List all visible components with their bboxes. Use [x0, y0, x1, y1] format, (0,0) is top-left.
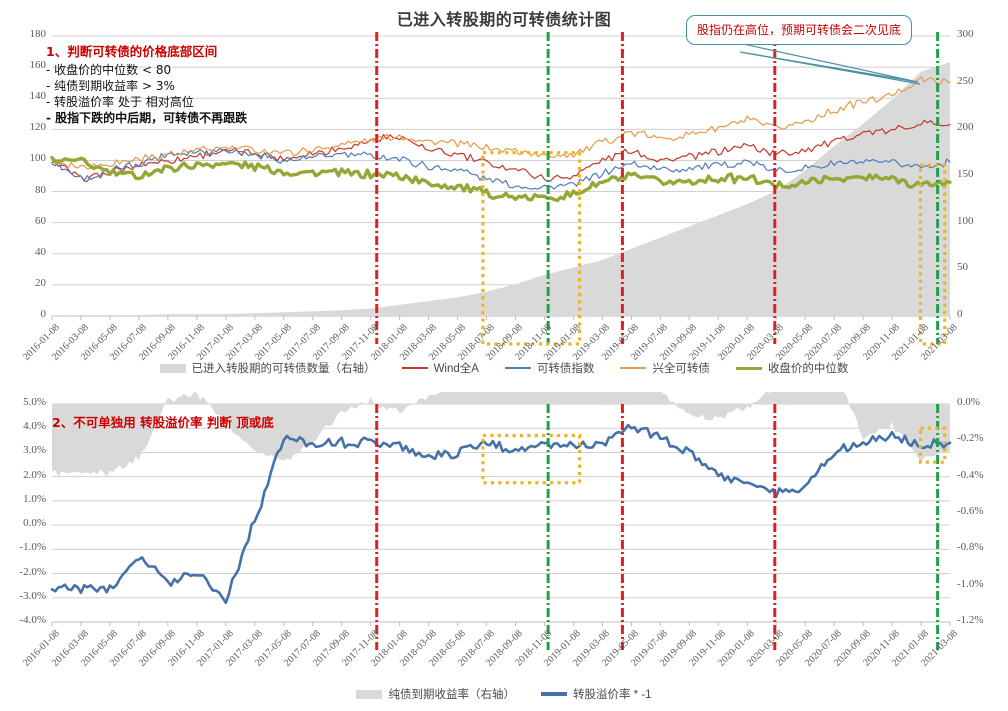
legend-bottom-swatch-icon [540, 692, 567, 696]
top-ytick-right: 100 [957, 214, 974, 227]
legend-top-swatch-icon [504, 367, 531, 369]
top-ytick-right: 200 [957, 121, 974, 134]
top-ytick-right: 0 [957, 308, 963, 320]
callout-arrow-icon [687, 31, 921, 85]
note-block-bottom: 2、不可单独用 转股溢价率 判断 顶或底 [52, 415, 274, 430]
page-title: 已进入转股期的可转债统计图 [396, 10, 612, 29]
bottom-ytick-right: 0.0% [957, 396, 980, 408]
bottom-ytick-left: 1.0% [23, 492, 46, 505]
top-ytick-left: 100 [29, 152, 47, 165]
legend-top-label: 兴全可转债 [652, 363, 710, 375]
note-top-line-1: - 纯债到期收益率 > 3% [46, 79, 175, 94]
bottom-ytick-right: -0.6% [957, 505, 984, 517]
bottom-ytick-left: -4.0% [19, 614, 46, 626]
bottom-ytick-left: 5.0% [23, 396, 46, 408]
bottom-ytick-right: -0.2% [957, 432, 984, 445]
top-chart-plot [50, 32, 952, 346]
legend-top-item[interactable]: Wind全A [401, 360, 479, 376]
top-ytick-left: 40 [35, 245, 46, 258]
bottom-ytick-left: -3.0% [19, 589, 46, 602]
top-ytick-left: 160 [29, 59, 47, 72]
top-ytick-right: 250 [957, 74, 974, 87]
bottom-ytick-left: 4.0% [23, 420, 46, 433]
legend-top-label: Wind全A [433, 363, 479, 375]
bottom-ytick-left: 0.0% [23, 517, 46, 530]
legend-top-item[interactable]: 收盘价的中位数 [735, 360, 849, 376]
top-ytick-left: 120 [29, 121, 47, 134]
top-ytick-left: 20 [35, 276, 46, 289]
bottom-ytick-left: -1.0% [19, 541, 46, 554]
legend-bottom-label: 纯债到期收益率（右轴） [388, 689, 515, 701]
callout-box: 股指仍在高位，预期可转债会二次见底 [686, 15, 913, 45]
legend-top-label: 已进入转股期的可转债数量（右轴） [191, 363, 376, 375]
legend-top-item[interactable]: 已进入转股期的可转债数量（右轴） [159, 360, 376, 376]
legend-top-swatch-icon [159, 363, 186, 373]
top-ytick-right: 150 [957, 168, 974, 180]
bottom-ytick-left: 2.0% [23, 468, 46, 481]
legend-top-swatch-icon [735, 366, 762, 370]
note-top-line-2: - 转股溢价率 处于 相对高位 [46, 95, 194, 110]
legend-top-item[interactable]: 兴全可转债 [620, 360, 710, 376]
legend-top-label: 收盘价的中位数 [767, 363, 849, 375]
bottom-ytick-left: 3.0% [23, 444, 46, 457]
legend-top-item[interactable]: 可转债指数 [504, 360, 595, 376]
legend-bottom: 纯债到期收益率（右轴） 转股溢价率 * -1 [0, 686, 1008, 702]
bottom-chart-plot [50, 392, 952, 650]
note-block-top: 1、判断可转债的价格底部区间 - 收盘价的中位数 < 80 - 纯债到期收益率 … [46, 44, 346, 127]
top-ytick-left: 80 [35, 183, 46, 196]
note-top-line-0: - 收盘价的中位数 < 80 [46, 62, 172, 77]
legend-bottom-label: 转股溢价率 * -1 [572, 689, 652, 701]
top-ytick-left: 180 [29, 28, 47, 40]
legend-top: 已进入转股期的可转债数量（右轴） Wind全A 可转债指数 兴全可转债 收盘价的中位数 [0, 360, 1008, 376]
top-ytick-left: 0 [40, 308, 47, 320]
legend-bottom-item[interactable]: 纯债到期收益率（右轴） [356, 686, 515, 702]
top-ytick-left: 60 [35, 214, 46, 227]
bottom-chart-panel [0, 392, 1008, 682]
legend-bottom-swatch-icon [356, 689, 383, 699]
top-chart-panel [0, 26, 1008, 356]
top-ytick-left: 140 [29, 90, 47, 103]
top-ytick-right: 50 [957, 261, 968, 274]
bottom-ytick-right: -0.8% [957, 541, 984, 554]
bottom-ytick-left: -2.0% [19, 565, 46, 578]
bottom-ytick-right: -0.4% [957, 468, 984, 481]
note-top-line-3: - 股指下跌的中后期，可转债不再跟跌 [46, 111, 248, 126]
bottom-ytick-right: -1.0% [957, 577, 984, 590]
note-top-heading: 1、判断可转债的价格底部区间 [46, 44, 218, 59]
legend-top-swatch-icon [620, 367, 647, 369]
legend-top-swatch-icon [401, 367, 428, 369]
legend-top-label: 可转债指数 [536, 363, 595, 375]
legend-bottom-item[interactable]: 转股溢价率 * -1 [540, 686, 652, 702]
bottom-ytick-right: -1.2% [957, 614, 984, 626]
top-ytick-right: 300 [957, 28, 974, 40]
